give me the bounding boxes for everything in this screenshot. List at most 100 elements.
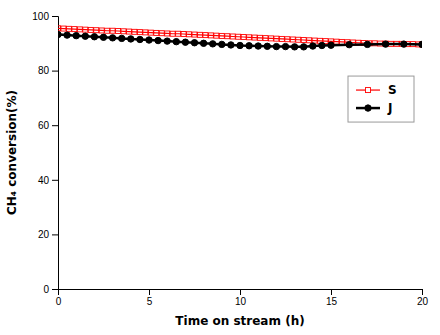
legend-frame [348, 76, 414, 122]
point [191, 40, 197, 46]
tick: 40 [38, 175, 58, 186]
point [419, 41, 422, 47]
point [132, 29, 137, 34]
x-axis-title: Time on stream (h) [175, 314, 304, 328]
tick-label: 0 [43, 284, 49, 295]
point [137, 30, 142, 35]
point [181, 32, 186, 37]
point [82, 33, 88, 39]
tick: 0 [56, 289, 62, 307]
point [182, 39, 188, 45]
plot: 0 5 10 15 20 0 20 40 60 80 100 SJ [32, 11, 428, 307]
point [420, 42, 423, 47]
point [382, 41, 388, 47]
point [61, 26, 66, 31]
legend-entry: J [356, 101, 392, 115]
point [110, 28, 115, 33]
tick: 20 [38, 229, 58, 240]
tick: 20 [417, 289, 429, 307]
point [200, 40, 206, 46]
point [58, 31, 61, 37]
legend-marker [366, 88, 371, 93]
point [154, 30, 159, 35]
point [228, 42, 234, 48]
tick-mark [149, 289, 150, 295]
point [109, 35, 115, 41]
tick-mark [52, 234, 58, 235]
legend-marker [365, 105, 371, 111]
tick-label: 40 [38, 175, 50, 186]
point [208, 33, 213, 38]
point [197, 32, 202, 37]
point [230, 34, 235, 39]
point [346, 41, 352, 47]
marks [58, 26, 422, 50]
point [273, 43, 279, 49]
legend-label: J [387, 101, 392, 115]
point [148, 30, 153, 35]
point [116, 29, 121, 34]
point [246, 43, 252, 49]
tick-mark [331, 289, 332, 295]
point [236, 34, 241, 39]
point [285, 37, 290, 42]
point [159, 31, 164, 36]
tick-mark [52, 71, 58, 72]
point [282, 43, 288, 49]
tick-label: 5 [147, 296, 153, 307]
point [310, 43, 316, 49]
chart: 0 5 10 15 20 0 20 40 60 80 100 SJ Time on stream (h)… [0, 0, 440, 335]
point [279, 36, 284, 41]
x-axis: 0 5 10 15 20 [56, 289, 429, 307]
point [170, 31, 175, 36]
point [237, 42, 243, 48]
point [263, 36, 268, 41]
point [187, 32, 192, 37]
point [319, 42, 325, 48]
axis-line [52, 17, 59, 290]
tick: 60 [38, 120, 58, 131]
point [146, 37, 152, 43]
point [364, 41, 370, 47]
tick-mark [240, 289, 241, 295]
point [91, 34, 97, 40]
tick: 80 [38, 65, 58, 76]
point [121, 29, 126, 34]
point [192, 32, 197, 37]
point [301, 38, 306, 43]
tick: 10 [235, 289, 247, 307]
point [312, 38, 317, 43]
tick: 100 [32, 11, 58, 22]
point [307, 38, 312, 43]
point [203, 33, 208, 38]
tick-label: 60 [38, 120, 50, 131]
point [119, 35, 125, 41]
point [252, 35, 257, 40]
legend-label: S [388, 83, 397, 97]
point [100, 34, 106, 40]
point [105, 28, 110, 33]
tick-label: 15 [326, 296, 338, 307]
point [155, 37, 161, 43]
point [88, 27, 93, 32]
point [328, 42, 334, 48]
point [164, 38, 170, 44]
point [83, 27, 88, 32]
point [255, 43, 261, 49]
point [264, 43, 270, 49]
point [73, 32, 79, 38]
point [247, 35, 252, 40]
point [173, 38, 179, 44]
tick-mark [422, 289, 423, 295]
tick-label: 10 [235, 296, 247, 307]
tick-mark [52, 125, 58, 126]
point [258, 35, 263, 40]
point [274, 36, 279, 41]
y-axis-title: CH₄ conversion(%) [5, 90, 19, 215]
axis-line [59, 290, 423, 296]
point [137, 36, 143, 42]
tick-label: 80 [38, 65, 50, 76]
tick-mark [52, 289, 58, 290]
point [296, 37, 301, 42]
point [99, 28, 104, 33]
